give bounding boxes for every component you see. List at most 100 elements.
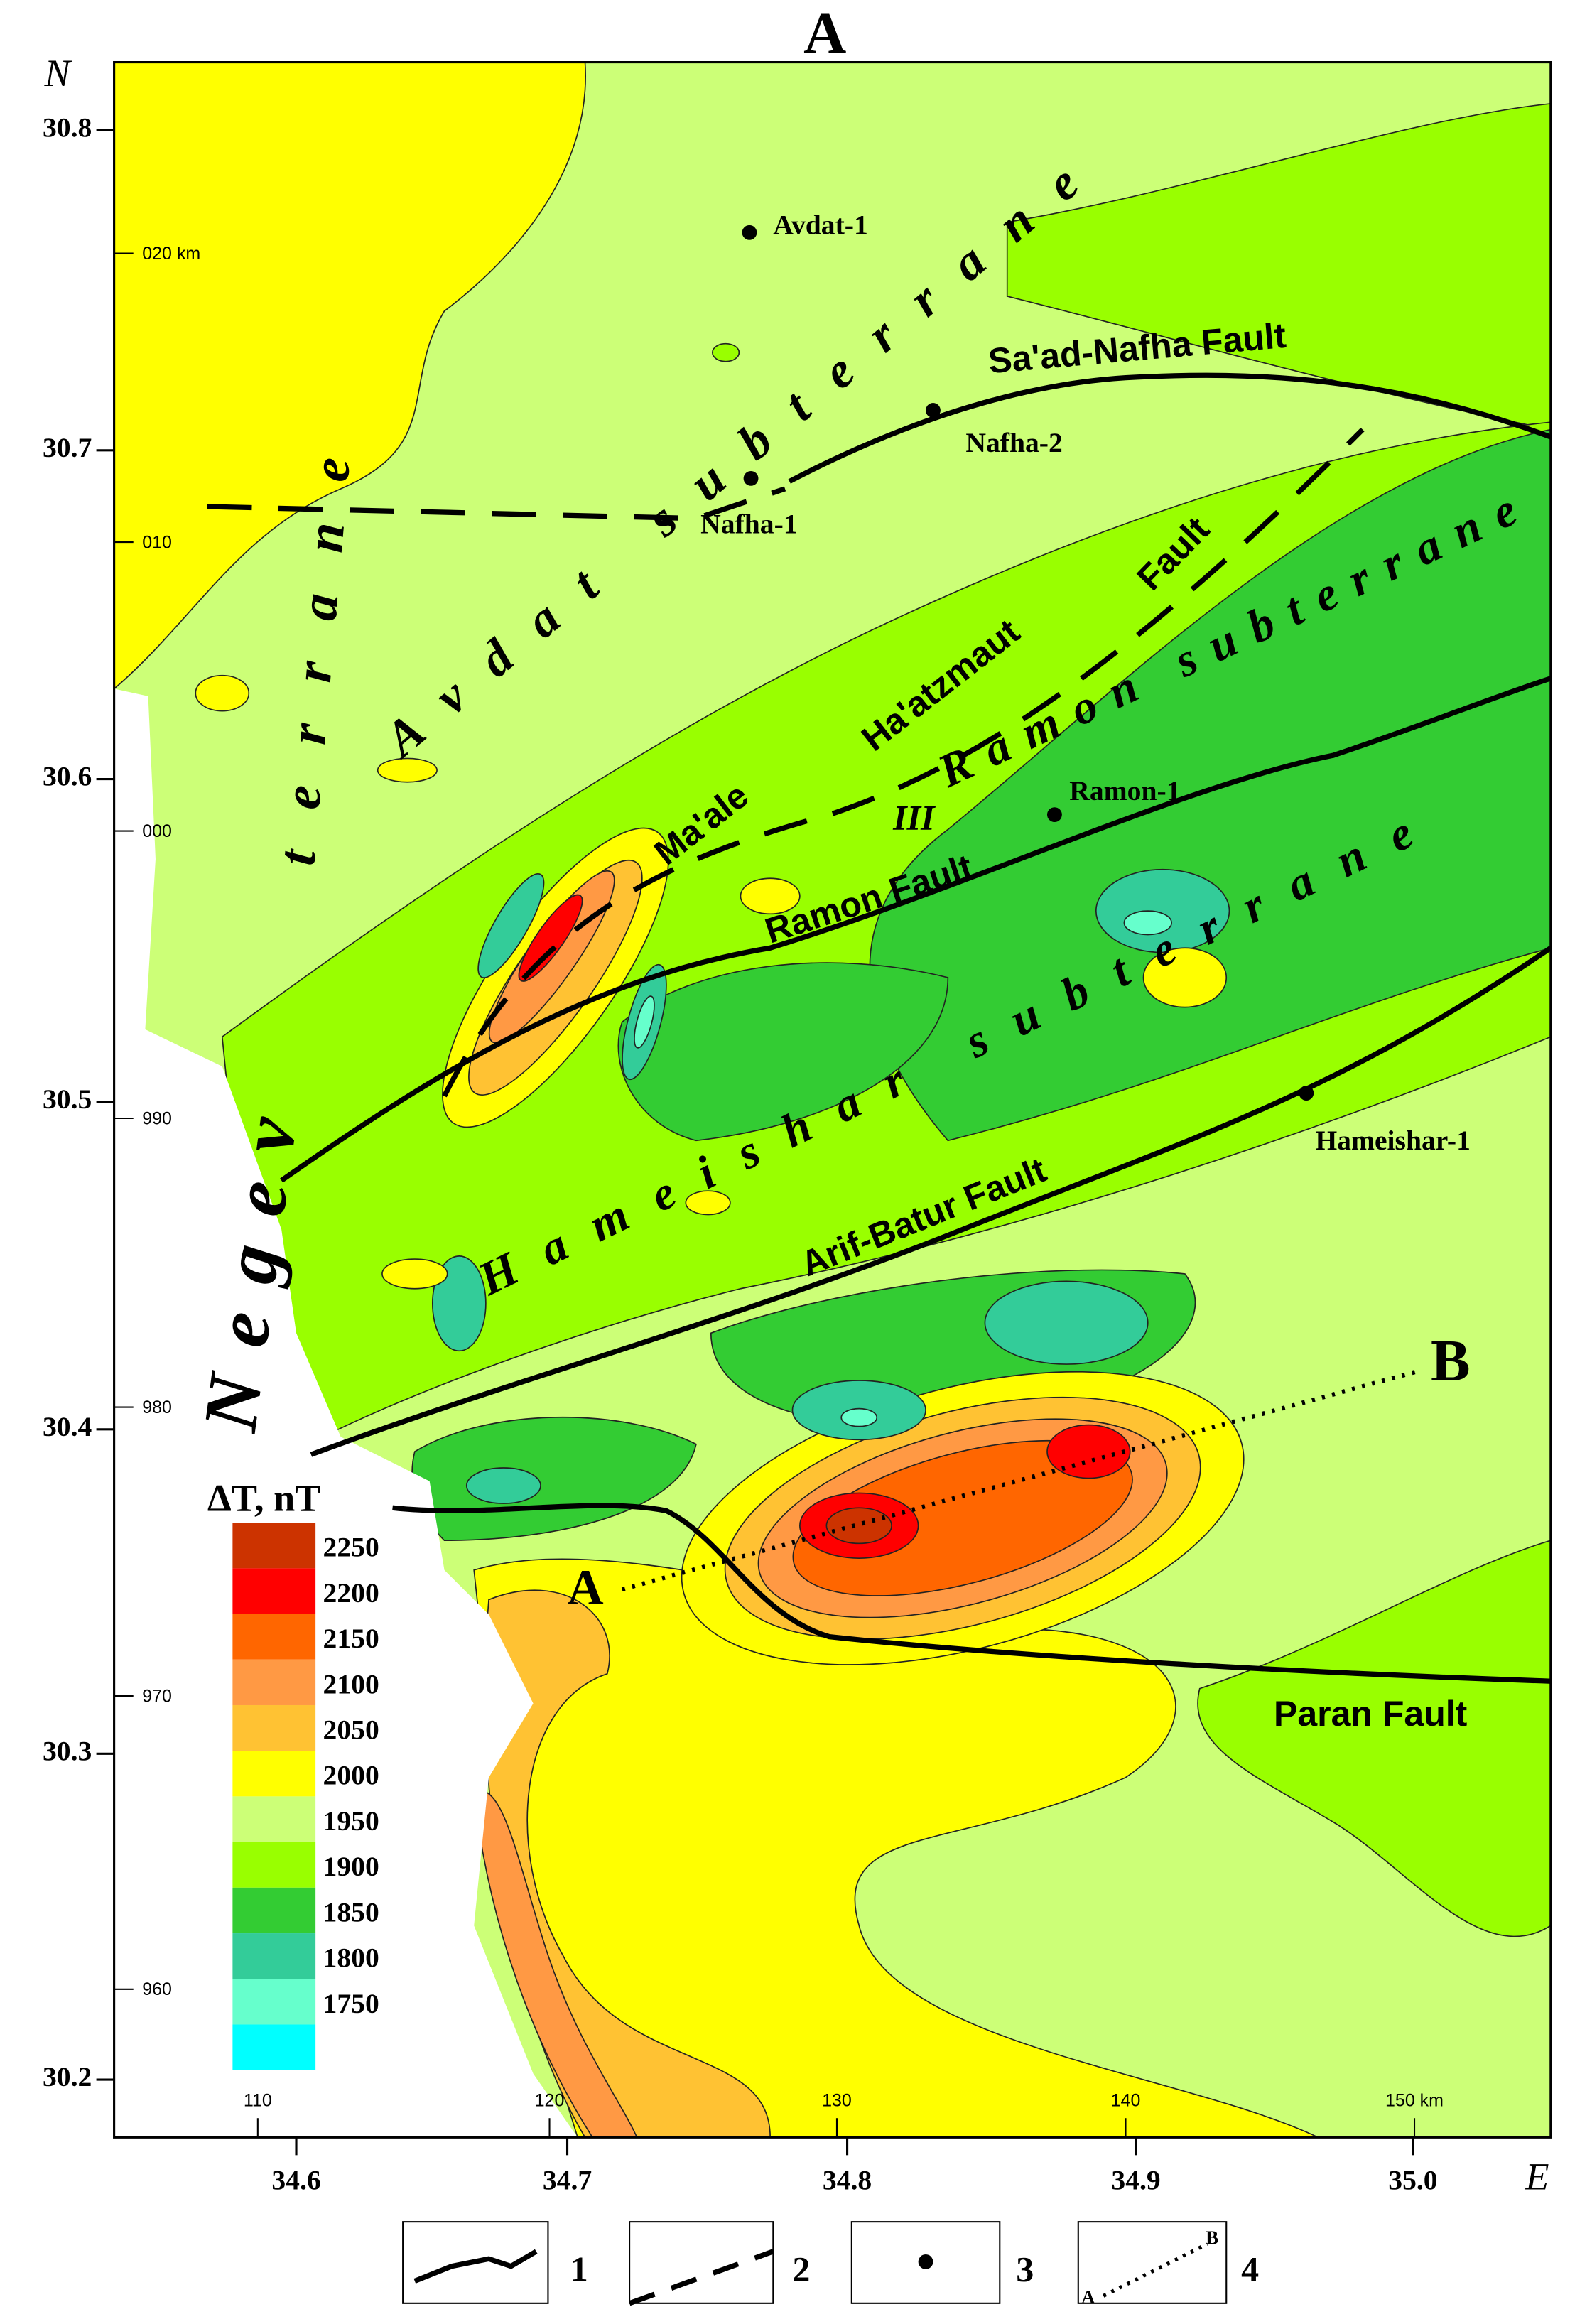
field-2000 [377,757,438,783]
well-label: Hameishar-1 [1315,1125,1471,1156]
km-label: 990 [142,1108,172,1128]
km-label: 960 [142,1979,172,1999]
legend-value: 2250 [323,1532,379,1563]
field-2000 [1142,947,1228,1008]
legend-swatch [232,2024,316,2070]
key-number: 1 [570,2249,588,2289]
km-label: 140 [1111,2091,1141,2111]
fault-label: Paran Fault [1274,1694,1468,1734]
fault-line [280,676,1552,1183]
key-symbol [918,2254,933,2269]
lat-label: 30.6 [43,761,92,792]
legend-swatch [232,1568,316,1614]
ticks: 30.8 30.7 30.6 30.5 30.4 30.3 30.2 34.6 34.7 34.8… [43,112,1444,2196]
fault-line [788,372,1552,484]
key-box [1077,2221,1228,2304]
km-label: 000 [142,821,172,841]
zone-label: III [892,797,936,837]
legend-swatch [232,1614,316,1660]
key-number: 4 [1241,2249,1259,2289]
map-frame [113,60,1552,2139]
legend-value: 2050 [323,1714,379,1746]
section-label: A [803,1,846,67]
profile-label: A [568,1560,604,1616]
field-1800 [477,873,545,978]
field-1750 [1123,910,1172,936]
key-label: B [1206,2227,1218,2248]
profile-label: B [1431,1329,1471,1394]
legend-value: 1800 [323,1942,379,1974]
field-2200 [1046,1424,1131,1479]
east-label: E [1525,2155,1549,2198]
km-label: 150 km [1385,2091,1444,2111]
km-label: 120 [535,2091,565,2111]
field-2000 [685,1190,731,1216]
legend-swatch [232,1704,316,1751]
key-number: 3 [1016,2249,1034,2289]
lon-label: 35.0 [1388,2164,1437,2195]
legend-value: 1850 [323,1896,379,1928]
legend-value: 1750 [323,1988,379,2019]
field-1900 [1006,103,1551,431]
key-symbol [628,2249,774,2306]
well-label: Nafha-1 [700,509,797,540]
field-2250 [825,1507,892,1545]
inferred-fault [442,428,1365,1098]
legend-swatch [232,1796,316,1842]
key: A B 1 2 3 4 [402,2221,1259,2308]
well [742,225,757,240]
field-1800 [465,1467,541,1504]
legend: ΔT, nT 2250 2200 2150 2100 2050 2000 1950 1900 1… [207,1476,379,2070]
legend-swatch [232,1887,316,1934]
key-symbol [1103,2242,1208,2298]
field-2100 [473,1790,638,2138]
legend-value: 1950 [323,1805,379,1837]
km-label: 010 [142,532,172,552]
legend-value: 2100 [323,1668,379,1699]
central-lows [477,873,545,978]
north-label: N [44,52,72,94]
legend-value: 2000 [323,1760,379,1791]
km-label: 970 [142,1686,172,1706]
km-label: 110 [244,2091,272,2111]
lat-label: 30.5 [43,1083,92,1115]
lon-label: 34.9 [1111,2164,1160,2195]
field-1750 [840,1407,878,1427]
legend-swatch [232,1659,316,1705]
legend-value: 2150 [323,1623,379,1654]
legend-value: 1900 [323,1851,379,1882]
km-label: 130 [822,2091,852,2111]
field-1750 [634,995,655,1049]
field-2000 [195,674,250,712]
well [1299,1086,1314,1101]
legend-swatch [232,1979,316,2025]
field-2000 [740,877,801,915]
legend-swatch [232,1842,316,1888]
lon-label: 34.6 [271,2164,320,2195]
field-1850 [617,962,949,1142]
field-2000 [114,62,586,690]
lat-label: 30.8 [43,112,92,144]
field-1900 [1197,1540,1551,1937]
no-data-area [114,688,578,2138]
field-1900 [712,342,740,362]
field-2000 [381,1258,448,1290]
well-label: Nafha-2 [965,427,1062,458]
field-1800 [984,1280,1149,1365]
field-1800 [431,1255,487,1352]
key-number: 2 [792,2249,810,2289]
well-label: Avdat-1 [773,209,868,240]
wells [742,225,1314,1101]
key-label: A [1081,2286,1095,2308]
well [926,403,941,418]
key-symbol [413,2249,538,2284]
central-lows [622,963,667,1081]
key-box [629,2221,774,2304]
field-2200 [518,894,583,982]
lat-label: 30.3 [43,1735,92,1766]
lon-label: 34.7 [543,2164,592,2195]
lat-label: 30.4 [43,1411,92,1442]
legend-title: ΔT, nT [207,1476,320,1519]
